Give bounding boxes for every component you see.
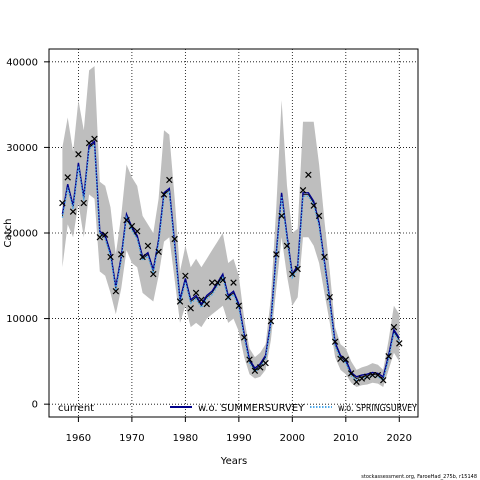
observed-point-1979 — [176, 298, 184, 305]
observed-point-1961 — [80, 199, 87, 207]
legend: current w.o. SUMMERSURVEY w.o. SPRINGSUR… — [58, 403, 418, 414]
x-tick-label-6: 2020 — [387, 433, 412, 444]
confidence-band — [62, 66, 400, 387]
y-tick-label-0: 0 — [32, 400, 38, 411]
x-tick-label-0: 1960 — [66, 433, 91, 444]
y-tick-label-4: 40000 — [6, 57, 38, 68]
observed-point-1984 — [203, 300, 210, 308]
observed-point-1958 — [64, 174, 71, 181]
observed-point-1985 — [208, 279, 216, 286]
observed-point-1957 — [59, 199, 66, 207]
observed-point-2018 — [385, 353, 392, 360]
x-tick-label-3: 1990 — [226, 433, 251, 444]
observed-point-2019 — [390, 323, 398, 331]
observed-point-1960 — [75, 151, 82, 158]
legend-label-spring: w.o. SPRINGSURVEY — [338, 403, 418, 414]
observed-point-1978 — [171, 235, 178, 243]
credit-text: stockassessment.org, FaroeHad_275b, r151… — [361, 474, 477, 480]
x-tick-label-2: 1980 — [173, 433, 198, 444]
observed-point-1975 — [155, 248, 162, 256]
observed-point-1996 — [267, 317, 275, 325]
observed-point-1981 — [187, 305, 194, 312]
y-tick-label-2: 20000 — [6, 229, 38, 240]
observed-point-2015 — [369, 371, 376, 379]
observed-point-1977 — [166, 176, 173, 184]
observed-point-1983 — [198, 296, 205, 303]
observed-point-2002 — [299, 186, 307, 194]
observed-point-2014 — [363, 373, 371, 381]
observed-point-1994 — [257, 364, 264, 371]
observed-point-1988 — [224, 293, 232, 301]
x-axis: 1960 1970 1980 1990 2000 2010 2020 — [66, 417, 412, 444]
observed-point-1969 — [123, 216, 130, 224]
observed-point-1991 — [240, 334, 248, 341]
observed-point-2003 — [305, 171, 312, 179]
observed-point-1982 — [192, 289, 200, 297]
observed-point-1972 — [139, 253, 146, 261]
observed-point-2009 — [337, 355, 344, 363]
observed-point-2001 — [294, 265, 301, 273]
observed-point-1971 — [134, 228, 141, 235]
x-axis-label: Years — [220, 456, 247, 467]
observed-point-1965 — [101, 231, 109, 238]
observed-point-1997 — [273, 251, 280, 258]
observed-point-1993 — [251, 367, 259, 375]
observed-point-1990 — [235, 302, 243, 309]
observed-point-1999 — [283, 242, 291, 250]
observed-point-2004 — [310, 202, 317, 209]
observed-point-2012 — [353, 378, 360, 386]
observed-point-2010 — [342, 356, 350, 363]
observed-point-1963 — [91, 135, 98, 143]
observed-point-1998 — [278, 212, 285, 220]
observed-point-2017 — [380, 376, 387, 384]
observed-point-1970 — [128, 222, 136, 230]
observed-point-2007 — [326, 293, 333, 301]
legend-label-current: current — [58, 403, 94, 414]
observed-point-1962 — [85, 139, 93, 147]
observed-point-1967 — [112, 287, 120, 295]
observed-point-2000 — [289, 270, 296, 278]
observed-point-1959 — [69, 208, 77, 215]
observed-point-1992 — [246, 356, 253, 363]
legend-label-summer: w.o. SUMMERSURVEY — [198, 403, 305, 414]
observed-point-1995 — [262, 359, 269, 367]
observed-point-1976 — [160, 191, 168, 198]
y-tick-label-1: 10000 — [6, 314, 38, 325]
observed-point-2013 — [358, 375, 366, 382]
x-tick-label-5: 2010 — [333, 433, 358, 444]
observed-point-2016 — [374, 371, 382, 379]
observed-point-1989 — [230, 279, 237, 286]
observed-point-1980 — [182, 272, 189, 280]
observed-point-2011 — [347, 370, 355, 377]
observed-point-1966 — [107, 253, 114, 261]
observed-point-1987 — [219, 276, 227, 284]
y-axis-label: Catch — [3, 219, 14, 248]
observed-point-2005 — [315, 212, 323, 220]
observed-point-1973 — [144, 242, 152, 250]
y-tick-label-3: 30000 — [6, 143, 38, 154]
observed-points — [59, 135, 403, 386]
observed-point-1974 — [150, 270, 157, 278]
observed-point-1968 — [117, 251, 125, 258]
observed-point-2008 — [331, 338, 339, 345]
observed-point-1964 — [96, 234, 104, 241]
observed-point-1986 — [214, 279, 221, 286]
x-tick-label-4: 2000 — [280, 433, 305, 444]
observed-point-2020 — [396, 340, 403, 347]
y-axis: 0 10000 20000 30000 40000 — [6, 57, 49, 411]
x-tick-label-1: 1970 — [119, 433, 144, 444]
observed-point-2006 — [321, 253, 328, 261]
